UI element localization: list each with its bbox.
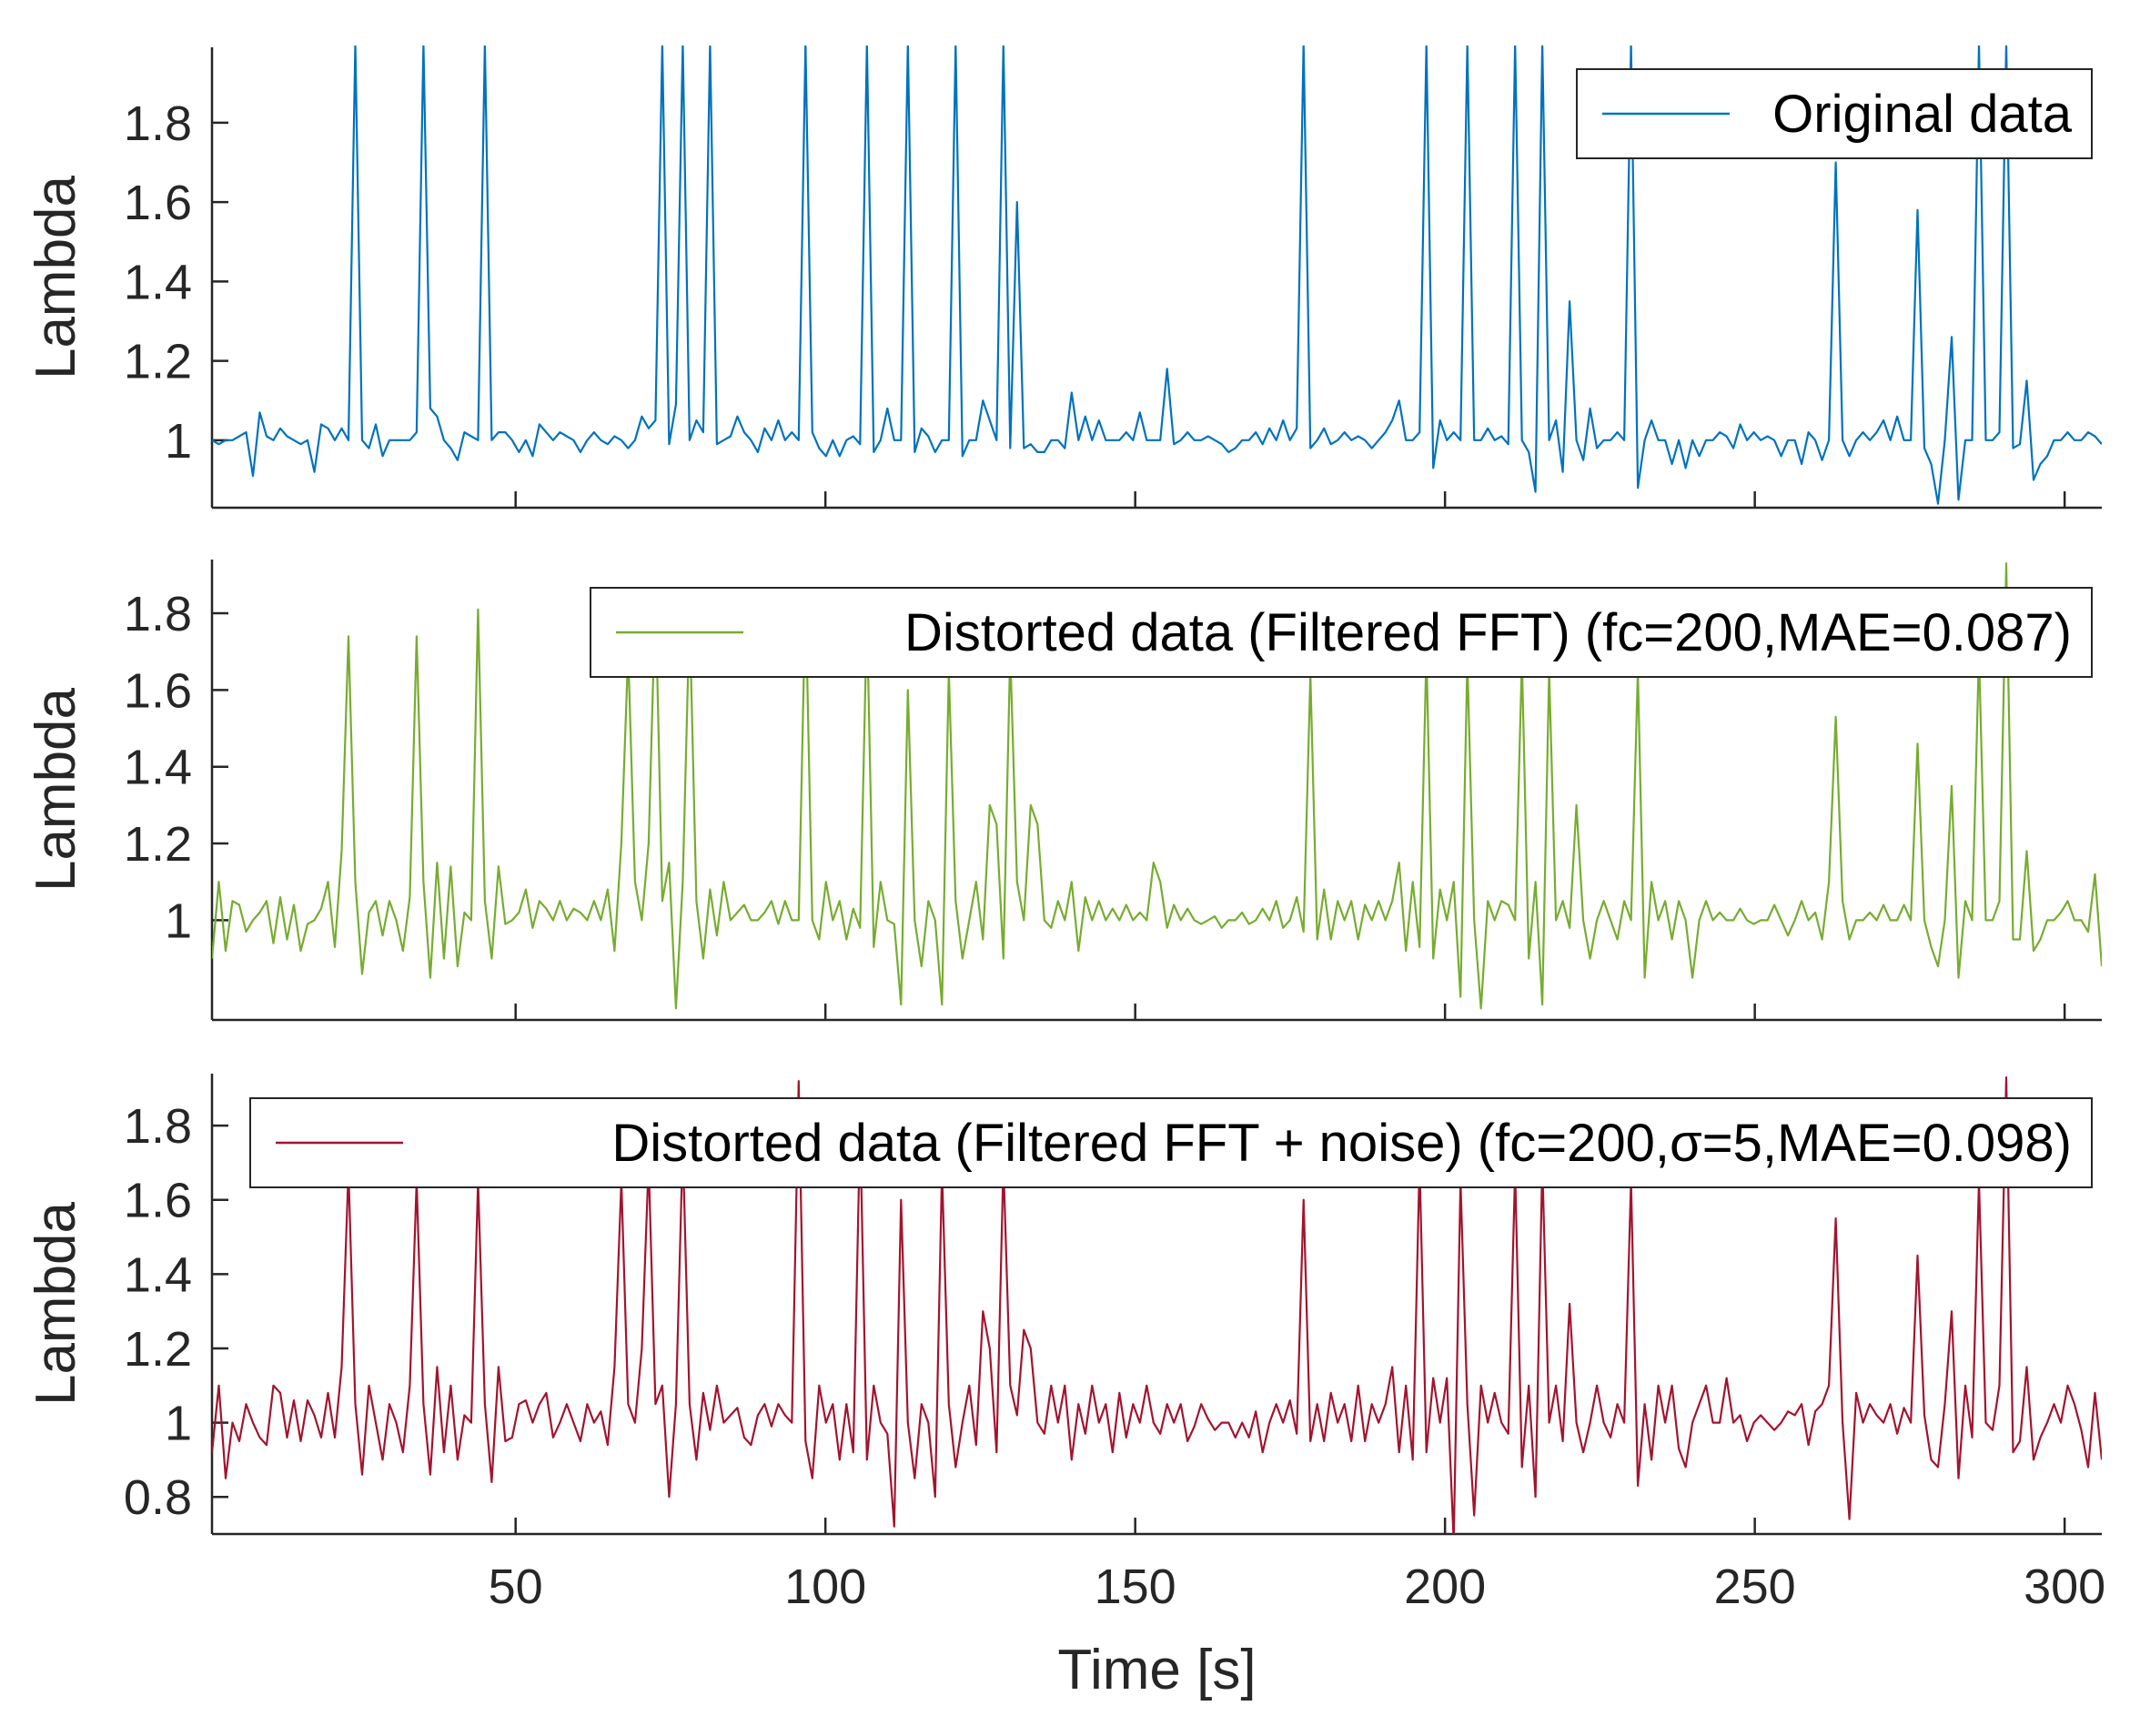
y-tick-label: 1.8	[124, 1099, 192, 1154]
panel-distorted-filtered-fft: 1 1.2 1.4 1.6 1.8 Lambda Distorted data (Filte…	[25, 560, 2102, 1022]
series-line	[212, 45, 2102, 505]
y-tick-label: 1.4	[124, 1247, 192, 1302]
series-line	[212, 1075, 2102, 1534]
x-tick-label: 150	[1095, 1559, 1176, 1614]
y-axis-title: Lambda	[25, 687, 87, 892]
y-tick-label: 1.2	[124, 817, 192, 872]
legend-label: Distorted data (Filtered FFT + noise) (f…	[611, 1114, 2072, 1173]
panel-distorted-filtered-fft-noise: 0.8 1 1.2 1.4 1.6 1.8 50 100 150 200 250 300 Lambda T…	[25, 1074, 2105, 1701]
panel-original-data: 1 1.2 1.4 1.6 1.8 Lambda Original data	[25, 45, 2102, 510]
y-tick-label: 1.6	[124, 176, 192, 230]
series-line	[212, 562, 2102, 1010]
y-tick-label: 1	[165, 893, 192, 948]
y-tick-label: 1.4	[124, 741, 192, 795]
x-tick-label: 300	[2024, 1559, 2105, 1614]
x-tick-label: 50	[489, 1559, 543, 1614]
y-tick-label: 1.2	[124, 335, 192, 389]
y-tick-label: 1.2	[124, 1322, 192, 1377]
x-axis-title: Time [s]	[1057, 1639, 1256, 1701]
legend-label: Distorted data (Filtered FFT) (fc=200,MA…	[904, 603, 2072, 662]
x-tick-label: 100	[784, 1559, 866, 1614]
y-tick-label: 0.8	[124, 1470, 192, 1525]
y-tick-label: 1	[165, 414, 192, 469]
x-tick-label: 250	[1714, 1559, 1796, 1614]
y-tick-label: 1	[165, 1397, 192, 1451]
y-axis-title: Lambda	[25, 1201, 87, 1406]
y-tick-label: 1.6	[124, 1174, 192, 1228]
legend-label: Original data	[1772, 85, 2073, 144]
y-tick-label: 1.4	[124, 255, 192, 309]
y-axis-title: Lambda	[25, 175, 87, 379]
legend-box	[590, 587, 2093, 678]
y-tick-label: 1.8	[124, 587, 192, 641]
legend-box	[249, 1097, 2093, 1188]
y-tick-label: 1.8	[124, 96, 192, 151]
x-tick-label: 200	[1404, 1559, 1486, 1614]
y-tick-label: 1.6	[124, 663, 192, 718]
